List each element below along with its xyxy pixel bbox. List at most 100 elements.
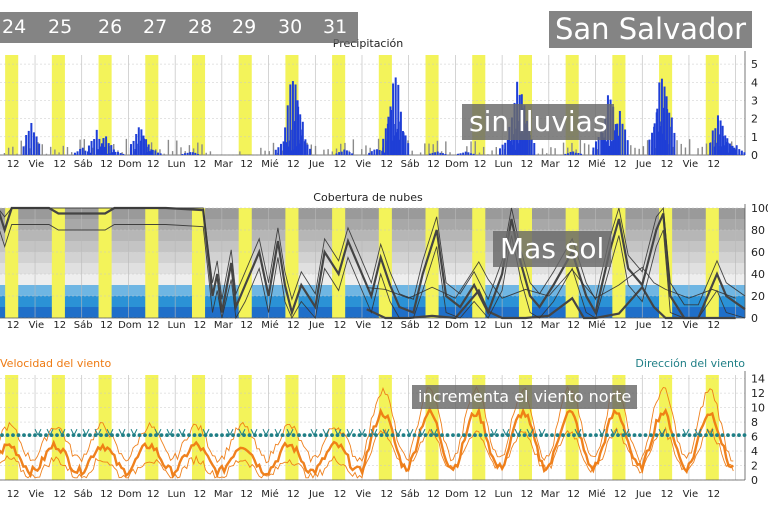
precip-bar [194, 152, 197, 155]
wind-direction-dot [511, 433, 516, 438]
x-tick-label: Mié [588, 319, 606, 331]
day-stripe-1-1 [51, 208, 65, 318]
wind-direction-dot [544, 433, 549, 438]
precip-bar [723, 145, 726, 155]
x-tick-label: Dom [118, 320, 142, 331]
precip-spread-bar [571, 142, 573, 155]
precip-spread-bar [495, 147, 497, 155]
precip-bar [105, 136, 108, 155]
x-tick-label: 12 [567, 320, 580, 331]
x-tick-label: 12 [100, 159, 113, 170]
wind-direction-dot [11, 433, 15, 438]
x-tick-label: Mar [214, 159, 234, 170]
wind-direction-dot [638, 433, 642, 438]
x-tick-label: 12 [521, 489, 534, 500]
precip-spread-bar [445, 141, 447, 155]
x-tick-label: Jue [308, 320, 324, 331]
precip-bar [726, 138, 729, 155]
precip-bar [32, 132, 35, 155]
precip-bar [397, 84, 400, 155]
x-tick-label: Mié [261, 319, 279, 331]
precip-bar [291, 81, 294, 155]
wind-direction-barb [418, 428, 426, 436]
precip-spread-bar [680, 143, 682, 155]
cloud-line-spread [0, 224, 746, 320]
precip-spread-bar [646, 140, 649, 155]
x-tick-label: 12 [240, 159, 253, 170]
wind-direction-barb [154, 428, 162, 436]
wind-direction-barb [130, 428, 138, 436]
precip-bar [597, 137, 600, 155]
wind-direction-dot [126, 433, 131, 438]
wind-direction-barb [622, 428, 630, 436]
x-tick-label: Mié [588, 488, 606, 500]
day-stripe-1-15 [705, 208, 719, 318]
precip-bar [668, 112, 671, 155]
wind-direction-dot [550, 433, 554, 438]
wind-direction-dot [330, 433, 334, 438]
day-stripe-2-6 [285, 375, 299, 480]
cloud-low-band [0, 296, 745, 307]
precip-bar [511, 144, 514, 155]
y-tick-label: 8 [751, 416, 758, 429]
precip-spread-bar [171, 151, 174, 155]
precip-bar [731, 145, 734, 155]
wind-direction-dot [27, 433, 32, 438]
cloud-high-band [0, 208, 745, 219]
x-tick-label: Sáb [401, 158, 420, 170]
precip-bar [743, 152, 746, 155]
precip-bar [394, 77, 397, 155]
cloud-high-band [0, 241, 745, 252]
wind-direction-dot [192, 433, 197, 438]
wind-direction-dot [423, 433, 428, 438]
precip-spread-bar [176, 140, 178, 155]
x-tick-label: 12 [287, 320, 300, 331]
precip-spread-bar [482, 146, 485, 155]
wind-direction-dot [352, 433, 356, 438]
wind-direction-barb [94, 428, 102, 436]
y-tick-label: 0 [751, 149, 758, 162]
precip-bar [340, 151, 343, 155]
precip-bar [296, 146, 299, 155]
precip-bar [738, 149, 741, 155]
precip-spread-bar [335, 148, 338, 155]
wind-direction-barb [382, 428, 390, 436]
wind-direction-dot [242, 433, 246, 438]
wind-direction-dot [451, 433, 455, 438]
day-stripe-1-10 [472, 208, 486, 318]
x-tick-label: Mar [541, 320, 561, 331]
wind-direction-barb [682, 428, 690, 436]
precip-spread-bar [546, 153, 548, 155]
precip-spread-bar [331, 151, 334, 155]
x-tick-label: 12 [567, 489, 580, 500]
precip-bar [718, 149, 721, 155]
precip-bar [530, 139, 533, 155]
wind-direction-barb [538, 428, 546, 436]
wind-direction-dot [341, 433, 345, 438]
wind-direction-barb [118, 428, 126, 436]
day-stripe-2-0 [5, 375, 19, 480]
x-tick-label: Mar [541, 489, 561, 500]
wind-direction-dot [143, 433, 147, 438]
precip-bar [621, 123, 624, 155]
precip-bar [601, 132, 604, 155]
precip-bar [98, 138, 101, 155]
cloud-line-main [366, 285, 736, 320]
wind-note: incrementa el viento norte [412, 385, 638, 409]
day-stripe-0-5 [238, 55, 252, 155]
precip-spread-bar [550, 147, 552, 155]
wind-direction-dot [16, 433, 21, 438]
x-tick-label: Jue [635, 159, 651, 170]
day-stripe-0-3 [145, 55, 159, 155]
wind-direction-dot [258, 433, 263, 438]
day-stripe-1-3 [145, 208, 159, 318]
wind-direction-dot [231, 433, 235, 438]
precip-bar [517, 143, 520, 155]
precip-spread-bar [260, 147, 262, 155]
precip-spread-bar [201, 144, 203, 155]
wind-direction-dot [38, 433, 43, 438]
day-stripe-0-9 [425, 55, 439, 155]
x-tick-label: Jue [635, 489, 651, 500]
precip-spread-bar [268, 151, 270, 155]
precip-spread-bar [579, 139, 582, 155]
